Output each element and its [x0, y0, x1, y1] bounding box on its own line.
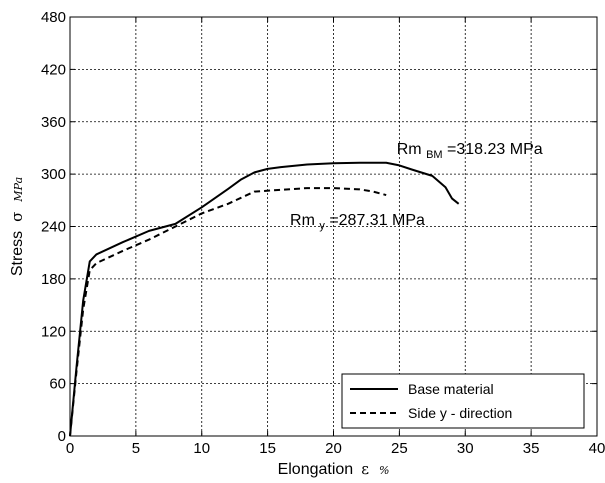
x-axis-unit: % [379, 464, 389, 477]
annotation-rm-y-prefix: Rm [290, 212, 315, 229]
x-tick-label: 40 [589, 440, 605, 457]
tick-layer: 0 5 10 15 20 25 30 35 40 0 60 120 180 240 300 360 420 480 [41, 9, 605, 457]
legend-label-side-y-direction: Side y - direction [408, 405, 512, 421]
y-axis-unit: MPa [12, 177, 25, 203]
y-tick-label: 420 [41, 61, 66, 78]
annotation-rm-y-value: =287.31 MPa [329, 212, 425, 229]
x-tick-label: 25 [391, 440, 408, 457]
y-tick-label: 120 [41, 323, 66, 340]
y-axis-title: Stress σ MPa [8, 177, 26, 276]
annotation-rm-bm: Rm BM =318.23 MPa [397, 141, 543, 162]
legend-label-base-material: Base material [408, 381, 494, 397]
annotation-rm-y: Rm y =287.31 MPa [290, 212, 425, 233]
legend: Base material Side y - direction [341, 373, 585, 429]
grid-layer [70, 17, 597, 436]
annotation-rm-bm-value: =318.23 MPa [447, 141, 543, 158]
y-tick-label: 360 [41, 114, 66, 131]
x-axis-label: Elongation [278, 461, 354, 478]
x-tick-label: 20 [325, 440, 342, 457]
y-tick-label: 300 [41, 166, 66, 183]
annotation-rm-bm-subscript: BM [426, 149, 443, 161]
y-tick-label: 180 [41, 271, 66, 288]
y-axis-symbol: σ [8, 212, 26, 222]
y-tick-label: 480 [41, 9, 66, 26]
annotation-rm-bm-prefix: Rm [397, 141, 422, 158]
legend-box [341, 373, 585, 429]
x-tick-label: 5 [132, 440, 140, 457]
y-axis-label: Stress [9, 231, 26, 276]
y-tick-label: 0 [58, 428, 66, 445]
y-tick-label: 240 [41, 219, 66, 236]
x-axis-symbol: ε [361, 460, 369, 478]
annotation-rm-y-subscript: y [319, 220, 325, 232]
x-axis-title: Elongation ε % [278, 460, 390, 478]
x-tick-label: 15 [259, 440, 276, 457]
x-tick-label: 10 [193, 440, 210, 457]
series-line-base-material [69, 161, 460, 437]
x-tick-label: 30 [457, 440, 474, 457]
series-layer [69, 161, 460, 437]
x-tick-label: 0 [66, 440, 74, 457]
series-line-side-y-direction [69, 187, 387, 437]
x-tick-label: 35 [523, 440, 540, 457]
y-tick-label: 60 [49, 376, 66, 393]
